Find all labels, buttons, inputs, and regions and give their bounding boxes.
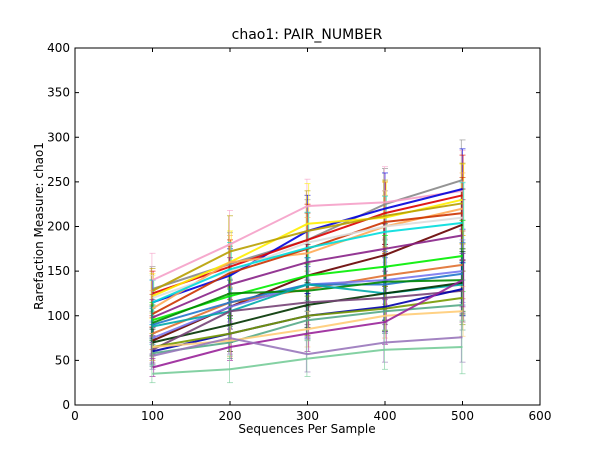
series-line-22 (152, 304, 463, 355)
x-tick-label: 600 (529, 409, 552, 423)
series-line-13 (152, 263, 463, 335)
series-line-21 (152, 296, 463, 348)
x-tick-label: 500 (451, 409, 474, 423)
x-tick-label: 400 (374, 409, 397, 423)
y-axis: 0 50 100 150 200 250 300 350 400 (47, 41, 540, 412)
series-line-9 (152, 221, 463, 304)
series-line-26 (152, 346, 463, 375)
series-line-19 (152, 289, 463, 351)
series-line-1 (152, 189, 463, 282)
y-tick-label: 150 (47, 264, 70, 278)
series-line-6 (151, 207, 463, 310)
x-tick-label: 100 (141, 409, 164, 423)
series-line-5 (152, 202, 463, 292)
y-tick-label: 50 (55, 353, 70, 367)
y-axis-label: Rarefaction Measure: chao1 (32, 142, 46, 310)
series-line-24 (152, 279, 463, 369)
chart-title: chao1: PAIR_NUMBER (232, 27, 383, 43)
y-tick-label: 100 (47, 309, 70, 323)
series-line-11 (152, 234, 463, 319)
series-lines (151, 179, 463, 375)
series-line-23 (152, 310, 463, 348)
x-tick-label: 0 (71, 409, 79, 423)
x-axis-label: Sequences Per Sample (238, 422, 375, 436)
y-tick-label: 0 (62, 398, 70, 412)
y-tick-label: 350 (47, 86, 70, 100)
series-line-18 (152, 281, 463, 344)
x-tick-label: 200 (219, 409, 242, 423)
y-tick-label: 200 (47, 220, 70, 234)
series-line-3 (152, 194, 463, 295)
series-line-16 (152, 279, 463, 324)
x-tick-label: 300 (296, 409, 319, 423)
y-tick-label: 250 (47, 175, 70, 189)
x-axis: 0 100 200 300 400 500 600 (71, 48, 551, 423)
y-tick-label: 300 (47, 130, 70, 144)
y-tick-label: 400 (47, 41, 70, 55)
series-line-25 (152, 336, 463, 357)
